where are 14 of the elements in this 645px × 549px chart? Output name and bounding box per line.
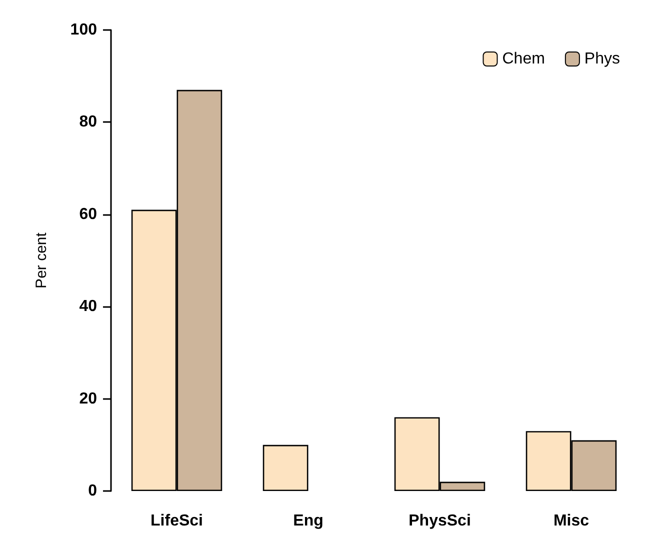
legend-label: Chem [502,50,545,68]
y-axis-title: Per cent [33,232,50,288]
bar [262,444,308,491]
x-tick-label: PhysSci [408,512,471,530]
y-tick-label: 20 [79,390,98,408]
y-tick-label: 80 [79,114,98,131]
legend-label: Phys [584,50,620,68]
x-tick-label: Eng [293,512,324,530]
y-tick-label: 60 [79,206,98,223]
y-tick-label: 40 [79,298,98,316]
x-tick-label: LifeSci [150,512,203,530]
y-tick-label: 0 [88,482,98,500]
x-tick-label: Misc [553,512,590,530]
y-tick-label: 100 [70,22,98,38]
